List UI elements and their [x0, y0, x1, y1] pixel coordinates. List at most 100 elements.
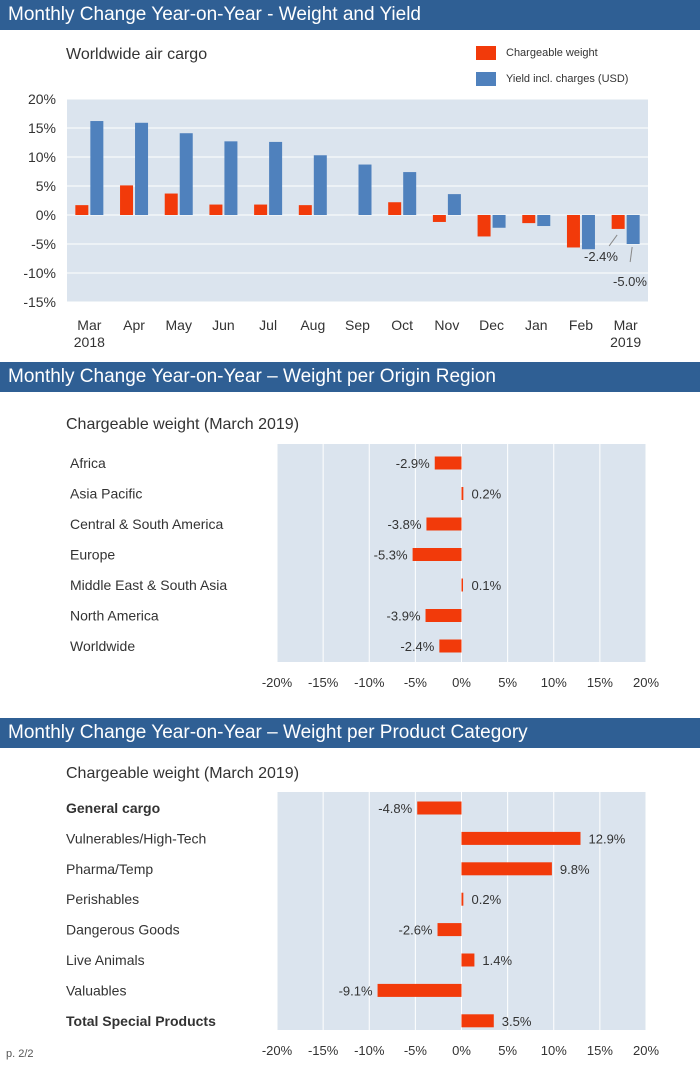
data-label: 0.1% [472, 578, 502, 593]
x-tick-label: -10% [354, 1043, 385, 1058]
x-tick-label: 5% [498, 1043, 517, 1058]
bar-chargeable-weight [209, 204, 223, 215]
bar-chargeable-weight [461, 578, 463, 592]
legend-swatch-yield [476, 72, 496, 86]
section-banner-product-category: Monthly Change Year-on-Year – Weight per… [0, 718, 700, 748]
x-tick-label: Dec [479, 317, 504, 333]
bar-yield [492, 215, 506, 228]
bar-chargeable-weight [461, 862, 552, 876]
bar-yield [135, 122, 149, 215]
bar-chargeable-weight [425, 609, 462, 622]
data-label: 9.8% [560, 862, 590, 877]
x-tick-label: -20% [262, 1043, 293, 1058]
x-tick-year-label: 2018 [74, 334, 105, 350]
bar-chargeable-weight [522, 215, 536, 224]
data-label: 0.2% [472, 487, 502, 502]
annotation-leader [608, 234, 618, 247]
bar-chargeable-weight [164, 193, 178, 215]
x-tick-label: -5% [404, 675, 428, 690]
data-label: 12.9% [589, 831, 626, 846]
x-tick-label: 5% [498, 675, 517, 690]
x-tick-label: Nov [434, 317, 459, 333]
bar-chargeable-weight [417, 801, 462, 815]
x-tick-label: 0% [452, 675, 471, 690]
bar-yield [537, 215, 551, 227]
data-label: 3.5% [502, 1014, 532, 1029]
bar-chargeable-weight [461, 831, 581, 845]
data-label: -9.1% [339, 983, 373, 998]
data-label: -2.6% [399, 923, 433, 938]
legend-label-weight: Chargeable weight [506, 47, 598, 59]
y-tick-label: 0% [36, 207, 56, 223]
bar-yield [224, 141, 238, 215]
category-label: Middle East & South Asia [70, 577, 227, 593]
annotation-leader [629, 246, 633, 263]
bar-chargeable-weight [120, 185, 134, 215]
data-label: 1.4% [482, 953, 512, 968]
category-label: Worldwide [70, 638, 135, 654]
category-label: Pharma/Temp [66, 861, 153, 877]
x-tick-label: Aug [300, 317, 325, 333]
y-tick-label: 5% [36, 178, 56, 194]
x-tick-label: Jul [259, 317, 277, 333]
legend-label-yield: Yield incl. charges (USD) [506, 73, 629, 85]
x-tick-label: Feb [569, 317, 593, 333]
x-tick-label: 15% [587, 675, 613, 690]
category-label: General cargo [66, 800, 160, 816]
y-tick-label: -15% [23, 294, 56, 310]
bar-chargeable-weight [426, 517, 462, 531]
y-tick-label: -5% [31, 236, 56, 252]
bar-chargeable-weight [75, 205, 89, 215]
x-tick-label: Sep [345, 317, 370, 333]
bar-chargeable-weight [461, 487, 464, 500]
category-label: Africa [70, 455, 106, 471]
category-label: North America [70, 608, 159, 624]
bar-yield [581, 215, 595, 250]
bar-chargeable-weight [461, 1014, 494, 1028]
category-label: Valuables [66, 982, 126, 998]
bar-yield [626, 215, 640, 244]
bar-yield [179, 133, 193, 215]
chart-title-origin-region: Chargeable weight (March 2019) [66, 416, 300, 433]
x-tick-label: 20% [633, 1043, 659, 1058]
legend-item-yield: Yield incl. charges (USD) [476, 72, 628, 86]
y-tick-label: -10% [23, 265, 56, 281]
x-tick-label: -15% [308, 1043, 339, 1058]
bar-chargeable-weight [412, 548, 462, 561]
bar-yield [447, 194, 461, 215]
section-banner-origin-region: Monthly Change Year-on-Year – Weight per… [0, 362, 700, 392]
bar-chargeable-weight [461, 953, 475, 967]
origin-region-chart: -20% -15% -10% -5% 0% 5% 10% 15% 20% Africa -2.9% A… [70, 444, 659, 690]
x-tick-label: May [166, 317, 192, 333]
bar-chargeable-weight [437, 923, 462, 937]
category-label: Dangerous Goods [66, 922, 180, 938]
bar-chargeable-weight [298, 205, 312, 215]
x-tick-label: -10% [354, 675, 385, 690]
bar-chargeable-weight [254, 204, 268, 215]
bar-yield [269, 141, 283, 215]
category-label: Europe [70, 547, 115, 563]
x-tick-label: Jan [525, 317, 548, 333]
bar-yield [358, 164, 372, 215]
y-tick-label: 20% [28, 91, 56, 107]
x-tick-label: Jun [212, 317, 235, 333]
x-tick-label: -5% [404, 1043, 428, 1058]
category-label: Central & South America [70, 516, 224, 532]
x-tick-label: Mar [77, 317, 101, 333]
bar-yield [313, 155, 327, 215]
x-tick-label: Oct [391, 317, 413, 333]
bar-chargeable-weight [434, 456, 462, 470]
bar-chargeable-weight [611, 215, 625, 229]
chart-title-product-category: Chargeable weight (March 2019) [66, 765, 300, 782]
annotation-label: -5.0% [613, 274, 647, 289]
bar-chargeable-weight [461, 892, 464, 906]
data-label: -2.9% [396, 456, 430, 471]
x-tick-label: 15% [587, 1043, 613, 1058]
category-label: Asia Pacific [70, 486, 142, 502]
bar-chargeable-weight [439, 639, 462, 653]
bar-chargeable-weight [432, 215, 446, 222]
data-label: -3.8% [387, 517, 421, 532]
y-tick-label: 15% [28, 120, 56, 136]
plot-area [67, 99, 648, 302]
